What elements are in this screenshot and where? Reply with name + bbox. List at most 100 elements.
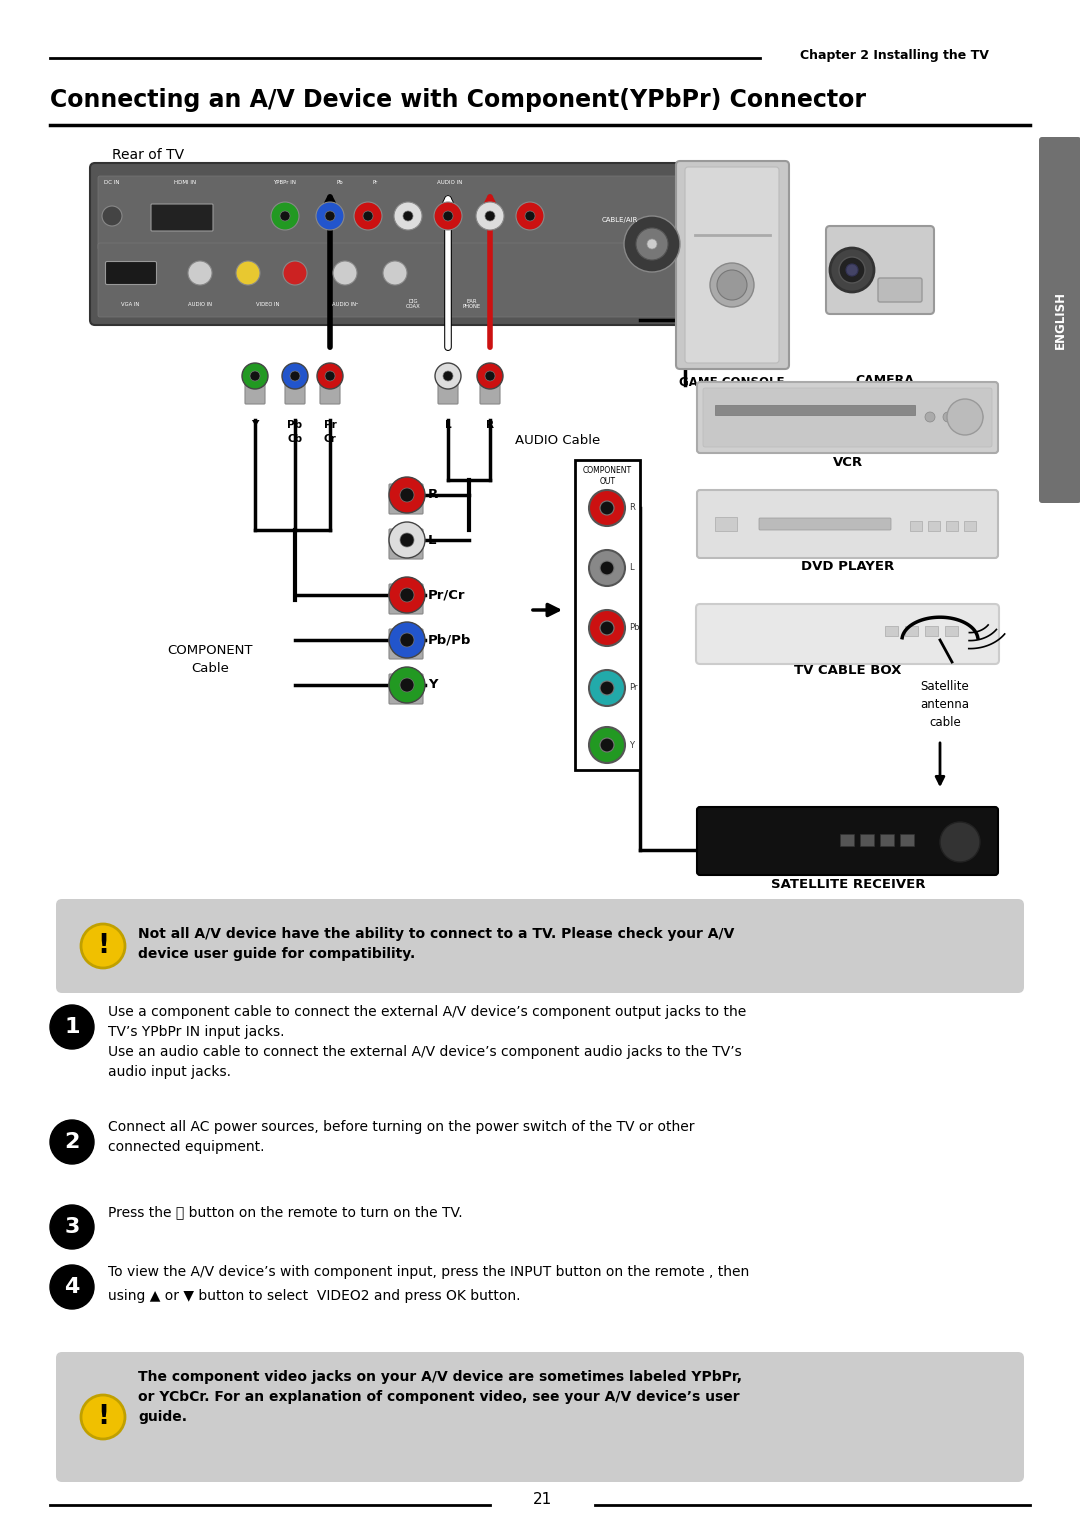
Text: Pb: Pb xyxy=(337,179,343,184)
Circle shape xyxy=(710,264,754,306)
Bar xyxy=(860,833,874,846)
FancyBboxPatch shape xyxy=(98,176,681,250)
FancyBboxPatch shape xyxy=(389,674,423,705)
Text: L: L xyxy=(445,420,451,430)
Circle shape xyxy=(589,728,625,763)
Text: VIDEO IN: VIDEO IN xyxy=(256,302,280,306)
Bar xyxy=(900,833,914,846)
Circle shape xyxy=(958,412,968,421)
Circle shape xyxy=(249,371,260,381)
Text: Use a component cable to connect the external A/V device’s component output jack: Use a component cable to connect the ext… xyxy=(108,1005,746,1079)
Text: VCR: VCR xyxy=(833,457,863,469)
Text: Pb/Pb: Pb/Pb xyxy=(428,634,471,647)
FancyBboxPatch shape xyxy=(90,162,690,325)
Circle shape xyxy=(316,202,345,230)
Circle shape xyxy=(636,228,669,260)
Circle shape xyxy=(435,363,461,389)
Bar xyxy=(910,521,922,532)
Text: Y: Y xyxy=(252,420,259,430)
FancyBboxPatch shape xyxy=(878,277,922,302)
Circle shape xyxy=(325,211,335,221)
Circle shape xyxy=(647,239,657,250)
FancyBboxPatch shape xyxy=(56,1353,1024,1481)
Text: using ▲ or ▼ button to select  VIDEO2 and press OK button.: using ▲ or ▼ button to select VIDEO2 and… xyxy=(108,1288,521,1304)
Circle shape xyxy=(846,264,858,276)
Text: CAMERA: CAMERA xyxy=(855,374,915,386)
Text: DVD PLAYER: DVD PLAYER xyxy=(801,561,894,573)
Text: Pr: Pr xyxy=(629,683,637,692)
Circle shape xyxy=(589,490,625,525)
Circle shape xyxy=(600,682,615,696)
FancyBboxPatch shape xyxy=(389,484,423,515)
Circle shape xyxy=(717,270,747,300)
Circle shape xyxy=(50,1265,94,1308)
Circle shape xyxy=(924,412,935,421)
Text: Cr: Cr xyxy=(324,434,336,444)
Text: TV CABLE BOX: TV CABLE BOX xyxy=(794,663,902,677)
FancyBboxPatch shape xyxy=(703,388,993,447)
Text: GAME CONSOLE: GAME CONSOLE xyxy=(679,377,785,389)
FancyBboxPatch shape xyxy=(826,227,934,314)
Bar xyxy=(928,521,940,532)
FancyBboxPatch shape xyxy=(285,372,305,404)
Circle shape xyxy=(271,202,299,230)
Circle shape xyxy=(291,371,300,381)
Text: L: L xyxy=(428,533,436,547)
Bar xyxy=(880,833,894,846)
FancyBboxPatch shape xyxy=(697,381,998,453)
FancyBboxPatch shape xyxy=(1039,136,1080,502)
Text: Satellite
antenna
cable: Satellite antenna cable xyxy=(920,680,970,729)
Text: COMPONENT
OUT: COMPONENT OUT xyxy=(583,466,632,486)
Bar xyxy=(715,404,915,415)
Circle shape xyxy=(940,823,980,863)
Text: ENGLISH: ENGLISH xyxy=(1053,291,1067,349)
Circle shape xyxy=(600,738,615,752)
FancyBboxPatch shape xyxy=(438,372,458,404)
Text: Pr: Pr xyxy=(373,179,378,184)
Text: L: L xyxy=(629,564,634,573)
Text: 21: 21 xyxy=(532,1492,552,1507)
Circle shape xyxy=(50,1005,94,1049)
Bar xyxy=(885,627,897,636)
Circle shape xyxy=(81,1396,125,1439)
Text: Rear of TV: Rear of TV xyxy=(112,149,184,162)
Circle shape xyxy=(943,412,953,421)
Text: AUDIO Cable: AUDIO Cable xyxy=(515,434,600,446)
Circle shape xyxy=(237,260,260,285)
Circle shape xyxy=(242,363,268,389)
FancyBboxPatch shape xyxy=(98,244,681,317)
Text: SATELLITE RECEIVER: SATELLITE RECEIVER xyxy=(771,878,926,890)
Circle shape xyxy=(476,202,504,230)
Circle shape xyxy=(188,260,212,285)
FancyBboxPatch shape xyxy=(151,204,213,231)
Text: Pr: Pr xyxy=(324,420,336,430)
Circle shape xyxy=(389,622,426,659)
Text: !: ! xyxy=(97,1403,109,1429)
Text: AUDIO INᴿ: AUDIO INᴿ xyxy=(332,302,359,306)
Text: DC IN: DC IN xyxy=(105,179,120,184)
FancyBboxPatch shape xyxy=(320,372,340,404)
FancyBboxPatch shape xyxy=(480,372,500,404)
Circle shape xyxy=(485,371,495,381)
Circle shape xyxy=(600,561,615,574)
FancyBboxPatch shape xyxy=(389,584,423,614)
Circle shape xyxy=(434,202,462,230)
Circle shape xyxy=(389,578,426,613)
Text: CABLE/AIR: CABLE/AIR xyxy=(602,218,638,224)
Circle shape xyxy=(282,363,308,389)
Circle shape xyxy=(831,248,874,293)
Text: EAR
PHONE: EAR PHONE xyxy=(463,299,481,309)
Circle shape xyxy=(333,260,357,285)
Text: !: ! xyxy=(97,933,109,959)
Text: Connecting an A/V Device with Component(YPbPr) Connector: Connecting an A/V Device with Component(… xyxy=(50,87,866,112)
FancyBboxPatch shape xyxy=(389,630,423,659)
Circle shape xyxy=(50,1120,94,1164)
Text: AUDIO IN: AUDIO IN xyxy=(437,179,462,184)
Circle shape xyxy=(81,924,125,968)
FancyBboxPatch shape xyxy=(759,518,891,530)
Text: HDMI IN: HDMI IN xyxy=(174,179,197,184)
Text: R: R xyxy=(428,489,438,501)
Circle shape xyxy=(283,260,307,285)
Text: R: R xyxy=(486,420,494,430)
Circle shape xyxy=(394,202,422,230)
